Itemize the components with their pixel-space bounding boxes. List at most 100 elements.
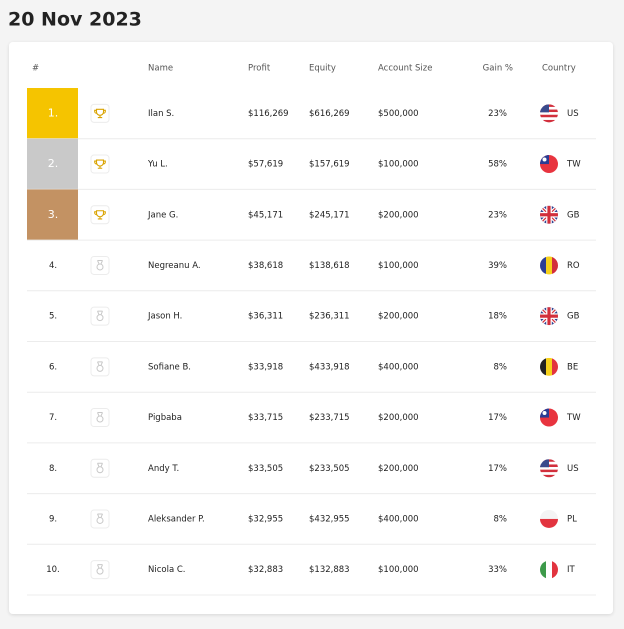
flag-stripe	[540, 119, 558, 123]
icon-box	[90, 154, 110, 174]
medal-icon	[90, 306, 110, 326]
rank: 6.	[49, 362, 57, 372]
flag-stripe	[540, 117, 558, 120]
medal-ribbon	[97, 259, 103, 265]
cell: Pigbaba	[148, 413, 182, 423]
cell: $616,269	[309, 109, 350, 119]
rank: 2.	[48, 157, 59, 170]
flag-band	[540, 560, 546, 579]
trophy	[94, 108, 106, 119]
cell: Jason H.	[147, 312, 182, 322]
cell: $200,000	[378, 413, 419, 423]
medal-ribbon	[97, 310, 103, 315]
flag-stripe	[540, 469, 558, 473]
flag-cross-r	[547, 205, 551, 224]
medal	[96, 415, 104, 423]
cell: $38,618	[248, 261, 283, 271]
cell: 23%	[488, 210, 507, 220]
flag-icon	[540, 459, 558, 478]
cell: $433,918	[309, 362, 350, 372]
cell: GB	[567, 312, 580, 322]
column-header: #	[32, 64, 39, 74]
flag	[540, 256, 558, 275]
medal	[96, 364, 104, 372]
column-header: Country	[542, 64, 576, 74]
cell: $500,000	[378, 109, 419, 119]
cell: $233,715	[309, 413, 350, 423]
flag-band	[546, 256, 552, 275]
column-header: Equity	[309, 64, 336, 74]
cell: $33,918	[248, 362, 283, 372]
cell: IT	[567, 565, 576, 575]
cell: $100,000	[378, 160, 419, 170]
rank-highlight	[27, 138, 78, 190]
medal-ribbon	[97, 462, 103, 467]
cell: $132,883	[309, 565, 350, 575]
rank-highlight	[27, 88, 78, 139]
flag-icon	[540, 509, 558, 528]
icon-box	[90, 509, 110, 529]
cell: Jane G.	[147, 210, 178, 220]
flag-stripe	[540, 474, 558, 478]
page-title: 20 Nov 2023	[8, 9, 142, 31]
medal	[96, 567, 104, 575]
column-header: Account Size	[378, 64, 432, 74]
cell: GB	[567, 210, 580, 220]
icon-box	[90, 306, 110, 326]
icon-box	[90, 255, 110, 275]
flag-stripe	[540, 467, 558, 470]
flag	[540, 205, 558, 224]
flag-icon	[540, 307, 558, 326]
flag-stripe	[540, 472, 558, 475]
medal-icon	[90, 458, 110, 478]
cell: $45,171	[248, 210, 283, 220]
cell: $236,311	[309, 312, 350, 322]
column-header: Profit	[248, 64, 271, 74]
cell: $100,000	[378, 261, 419, 271]
flag-stripe	[540, 112, 558, 115]
flag	[540, 357, 558, 376]
flag-stripe	[540, 114, 558, 118]
rank: 4.	[49, 261, 57, 271]
flag-sun	[542, 157, 547, 162]
flag-canton	[540, 459, 549, 468]
trophy	[94, 210, 106, 220]
cell: $157,619	[309, 160, 350, 170]
flag-icon	[540, 408, 558, 427]
flag-cross-r	[547, 307, 551, 326]
cell: $100,000	[378, 565, 419, 575]
medal-ribbon	[97, 513, 103, 518]
rank: 7.	[49, 413, 57, 423]
medal	[96, 314, 104, 322]
cell: $200,000	[378, 312, 419, 322]
flag-canton	[540, 104, 549, 113]
cell: $116,269	[248, 109, 289, 119]
flag	[540, 560, 558, 579]
cell: $400,000	[378, 514, 419, 524]
flag	[540, 307, 558, 326]
cell: $36,311	[248, 312, 283, 322]
cell: TW	[566, 413, 581, 423]
rank: 5.	[49, 312, 57, 322]
cell: $245,171	[309, 210, 350, 220]
flag-icon	[540, 560, 558, 579]
flag-band	[540, 518, 558, 528]
cell: $200,000	[378, 464, 419, 474]
column-header: Name	[148, 64, 173, 74]
flag-band	[546, 560, 552, 579]
icon-box	[90, 560, 110, 580]
rank: 8.	[49, 464, 57, 474]
cell: 33%	[488, 565, 507, 575]
cell: Ilan S.	[148, 109, 174, 119]
trophy-icon	[90, 205, 110, 225]
icon-box	[90, 205, 110, 225]
column-header: Gain %	[483, 64, 513, 74]
flag-icon	[540, 104, 558, 123]
icon-box	[90, 458, 110, 478]
medal	[96, 263, 104, 271]
flag-sun	[542, 411, 547, 416]
flag	[540, 408, 558, 427]
cell: 8%	[494, 514, 508, 524]
